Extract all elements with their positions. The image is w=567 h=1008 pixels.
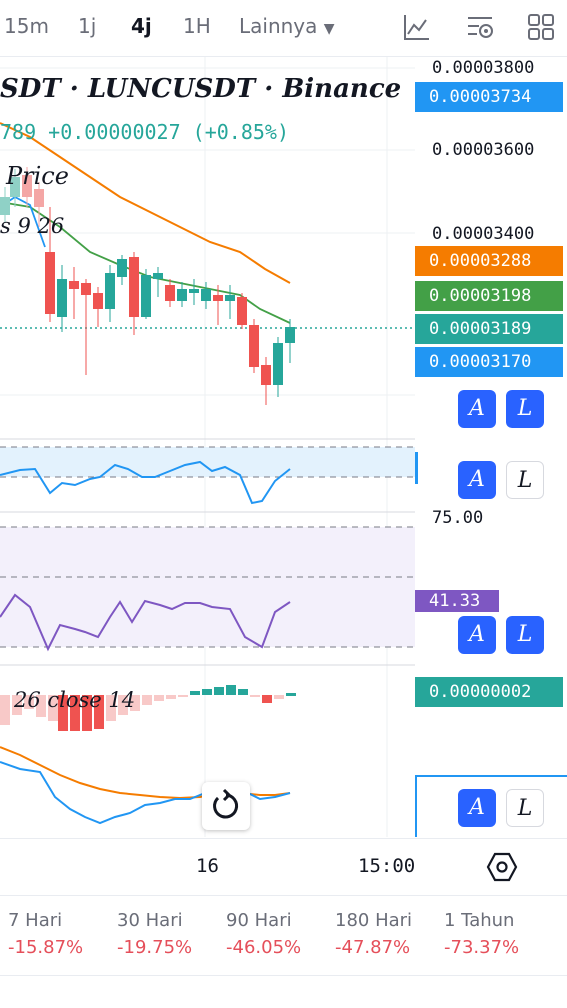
performance-period: 90 Hari [226, 910, 292, 931]
price-change-prefix: 789 [0, 120, 37, 144]
candle [177, 282, 187, 307]
oscillator-axis-marker [415, 452, 418, 484]
candle [189, 279, 199, 305]
timeframe-more-label: Lainnya [239, 14, 318, 38]
chart-settings-hex-icon[interactable] [486, 851, 518, 883]
ma-slow-line [0, 122, 291, 284]
performance-item[interactable]: 180 Hari -47.87% [335, 910, 445, 958]
candle [129, 252, 139, 335]
macd-overlay-label[interactable]: 26 close 14 [14, 688, 136, 712]
auto-scale-button[interactable]: A [458, 461, 496, 499]
log-scale-button[interactable]: L [506, 789, 544, 827]
candle [237, 293, 247, 329]
candle [45, 207, 55, 322]
price-overlay-label[interactable]: Price [6, 162, 69, 190]
performance-value: -73.37% [444, 937, 520, 958]
log-scale-button[interactable]: L [506, 461, 544, 499]
rsi-line [0, 593, 291, 652]
price-tag-ma-fast: 0.00003198 [415, 281, 563, 311]
price-axis-tick: 0.00003400 [432, 224, 535, 244]
price-change-pct: (+0.85%) [192, 120, 289, 144]
performance-item[interactable]: 90 Hari -46.05% [226, 910, 336, 958]
candle [0, 187, 10, 222]
price-axis[interactable] [415, 57, 567, 837]
log-scale-button[interactable]: L [506, 616, 544, 654]
candle [57, 265, 67, 332]
performance-period: 7 Hari [8, 910, 63, 931]
candles [0, 167, 295, 405]
timeframe-1h[interactable]: 1H [183, 14, 211, 38]
candle [165, 279, 175, 307]
auto-scale-button[interactable]: A [458, 616, 496, 654]
candle [249, 319, 259, 373]
candle [105, 265, 115, 322]
log-scale-button[interactable]: L [506, 390, 544, 428]
candle [22, 167, 32, 207]
candle [10, 169, 20, 207]
price-change-line: 789 +0.00000027 (+0.85%) [0, 120, 289, 144]
time-axis[interactable]: 16 15:00 [0, 838, 567, 895]
oscillator-band [0, 447, 415, 477]
candle [69, 267, 79, 319]
performance-period: 1 Tahun [444, 910, 515, 931]
chart-settings-icon[interactable] [465, 12, 495, 42]
layout-grid-icon[interactable] [526, 12, 556, 42]
candle [153, 267, 163, 297]
performance-value: -15.87% [8, 937, 84, 958]
chevron-down-icon: ▼ [323, 21, 335, 37]
performance-row: 7 Hari -15.87% 30 Hari -19.75% 90 Hari -… [0, 895, 567, 976]
candle [261, 357, 271, 405]
auto-scale-button[interactable]: A [458, 789, 496, 827]
rsi-band [0, 527, 415, 647]
timeframe-1j[interactable]: 1j [78, 14, 97, 38]
candle [285, 319, 295, 363]
candle [81, 279, 91, 375]
candle [225, 285, 235, 319]
ma-overlay-label[interactable]: s 9 26 [0, 214, 65, 238]
oscillator-line [0, 460, 291, 505]
performance-value: -47.87% [335, 937, 411, 958]
macd-histogram [0, 685, 296, 731]
performance-item[interactable]: 1 Tahun -73.37% [444, 910, 554, 958]
rsi-axis-tick: 75.00 [432, 508, 484, 528]
candle [141, 269, 151, 319]
timeframe-more-dropdown[interactable]: Lainnya ▼ [239, 14, 335, 38]
indicators-icon[interactable] [402, 12, 432, 42]
performance-period: 30 Hari [117, 910, 183, 931]
divider [0, 975, 567, 976]
time-axis-label: 15:00 [358, 855, 416, 877]
price-change-abs: +0.00000027 [48, 120, 181, 144]
macd-tag: 0.00000002 [415, 677, 563, 707]
macd-axis-marker [415, 775, 567, 837]
price-tag-ma-slow: 0.00003288 [415, 246, 563, 276]
price-tag-high: 0.00003734 [415, 82, 563, 112]
performance-value: -46.05% [226, 937, 302, 958]
price-axis-tick: 0.00003600 [432, 140, 535, 160]
reset-chart-button[interactable] [202, 782, 250, 830]
symbol-title: SDT · LUNCUSDT · Binance [0, 74, 402, 104]
timeframe-4j[interactable]: 4j [131, 14, 152, 38]
price-tag-blue: 0.00003170 [415, 347, 563, 377]
candle [34, 182, 44, 227]
reset-icon [213, 788, 239, 819]
time-axis-label: 16 [196, 855, 219, 877]
performance-item[interactable]: 30 Hari -19.75% [117, 910, 227, 958]
timeframe-15m[interactable]: 15m [4, 14, 49, 38]
price-axis-tick: 0.00003800 [432, 58, 535, 78]
price-tag-last: 0.00003189 [415, 314, 563, 344]
rsi-tag: 41.33 [415, 590, 499, 612]
chart-canvas[interactable] [0, 57, 415, 837]
candle [213, 285, 223, 325]
performance-period: 180 Hari [335, 910, 413, 931]
candle [117, 255, 127, 285]
candle [273, 337, 283, 397]
auto-scale-button[interactable]: A [458, 390, 496, 428]
performance-value: -19.75% [117, 937, 193, 958]
timeframe-toolbar: 15m 1j 4j 1H Lainnya ▼ [0, 0, 567, 57]
candle [201, 282, 211, 309]
performance-item[interactable]: 7 Hari -15.87% [8, 910, 118, 958]
candle [93, 287, 103, 327]
